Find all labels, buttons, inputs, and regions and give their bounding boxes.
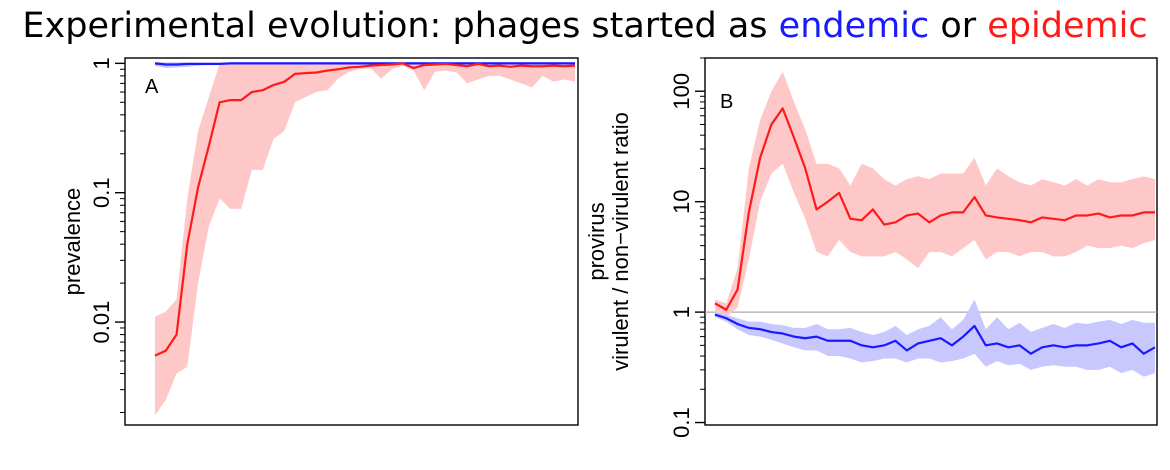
panel-b-endemic-band — [715, 299, 1155, 377]
panel-b-frame — [704, 57, 1158, 426]
panel-a-frame — [124, 57, 579, 426]
panel-a-ytick-label: 0.1 — [89, 177, 114, 208]
panel-b-ytick-label: 0.1 — [669, 407, 694, 438]
panel-a-epidemic-line — [154, 62, 576, 357]
title-prefix: Experimental evolution: phages started a… — [22, 6, 768, 46]
panel-b-ytick-label: 10 — [669, 189, 694, 213]
panel-b-letter: B — [720, 91, 733, 113]
panel-b-ylabel-line2: virulent / non−virulent ratio — [608, 112, 633, 371]
panel-a-ytick-label: 0.01 — [89, 301, 114, 344]
panel-b-ylabel: provirus — [584, 202, 609, 280]
title-epidemic: epidemic — [987, 6, 1148, 46]
panel-a-ylabel: prevalence — [60, 188, 85, 296]
figure-title: Experimental evolution: phages started a… — [0, 6, 1170, 46]
panel-a-epidemic-band — [155, 63, 575, 416]
panel-b-epidemic-line — [714, 107, 1155, 311]
title-endemic: endemic — [778, 6, 930, 46]
title-middle: or — [940, 6, 977, 46]
panel-b-ytick-label: 1 — [669, 306, 694, 318]
panel-a-ytick-label: 1 — [89, 57, 114, 69]
panel-b-endemic-line — [714, 313, 1156, 355]
panel-b-ytick-label: 100 — [669, 73, 694, 110]
panel-b-epidemic-band — [715, 71, 1155, 318]
panel-a-endemic-line — [154, 62, 575, 66]
panel-a-letter: A — [145, 76, 159, 98]
